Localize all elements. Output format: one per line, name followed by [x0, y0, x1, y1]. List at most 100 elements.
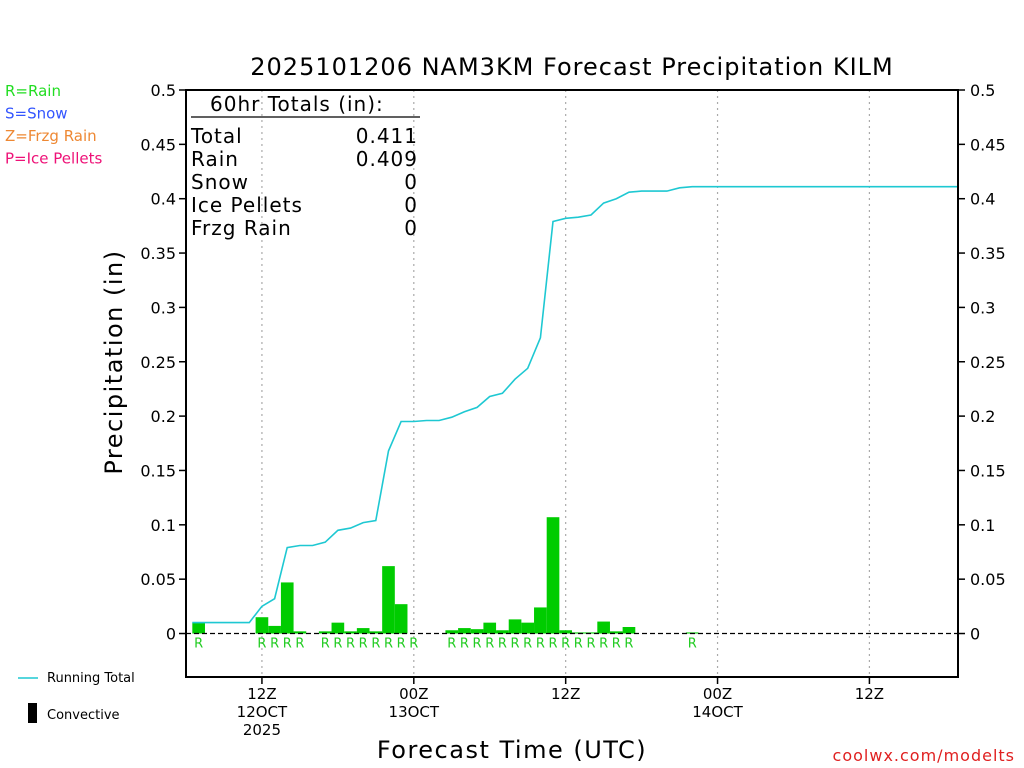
x-tick-label: 12Z: [551, 685, 580, 703]
convective-bar: [192, 622, 205, 634]
ptype-marker: R: [574, 637, 583, 652]
plot-frame: [185, 89, 959, 678]
convective-bar: [609, 631, 623, 634]
totals-row-value: 0: [404, 170, 418, 194]
totals-row-value: 0: [404, 193, 418, 217]
x-tick-label: 13OCT: [389, 703, 440, 721]
series-legend: Running Total Convective: [18, 671, 135, 723]
y-tick-label-left: 0.35: [140, 244, 176, 263]
ptype-marker: R: [359, 637, 368, 652]
convective-bar: [268, 625, 281, 634]
running-total-line: [192, 185, 958, 624]
ptype-marker: R: [473, 637, 482, 652]
convective-bar: [508, 619, 522, 634]
convective-bar: [382, 566, 395, 634]
credit-text: coolwx.com/modelts: [833, 746, 1015, 765]
ptype-marker: R: [498, 637, 507, 652]
convective-bar: [597, 621, 610, 634]
ptype-legend-item: S=Snow: [5, 105, 68, 123]
ptype-marker: R: [548, 637, 557, 652]
convective-bar: [280, 582, 294, 634]
ptype-marker: R: [688, 637, 697, 652]
totals-row-label: Total: [190, 124, 243, 148]
convective-bar: [546, 517, 560, 634]
axis-layer: 0.5 0.5 0.45 0.45 0.4 0.4 0.35 0.35 0.3 0.3 0.25 0.…: [140, 81, 1005, 739]
convective-bar: [445, 630, 459, 634]
y-tick-label-right: 0.2: [970, 407, 995, 426]
convective-bar: [483, 622, 497, 634]
ptype-marker: R: [384, 637, 393, 652]
ptype-marker: R: [523, 637, 532, 652]
y-tick-label-left: 0.4: [151, 190, 176, 209]
totals-table: 60hr Totals (in): Total 0.411 Rain 0.409 Sno…: [190, 92, 420, 240]
convective-bar: [496, 630, 509, 634]
y-tick-label-left: 0.05: [140, 570, 176, 589]
ptype-marker: R: [270, 637, 279, 652]
convective-bar: [318, 631, 332, 634]
y-tick-label-right: 0.25: [970, 353, 1006, 372]
convective-legend-label: Convective: [47, 708, 120, 723]
ptype-marker: R: [333, 637, 342, 652]
grid-layer: [261, 90, 871, 677]
y-tick-label-left: 0.25: [140, 353, 176, 372]
ptype-marker: R: [295, 637, 304, 652]
convective-bar: [356, 628, 370, 634]
convective-bar: [534, 607, 547, 634]
ptype-marker: R: [586, 637, 595, 652]
y-tick-label-right: 0.35: [970, 244, 1006, 263]
convective-legend-swatch: [28, 703, 37, 723]
ptype-marker: R: [460, 637, 469, 652]
convective-bar: [394, 604, 408, 634]
y-tick-label-left: 0.5: [151, 81, 176, 100]
convective-bar: [293, 631, 307, 634]
y-tick-label-right: 0.15: [970, 461, 1006, 480]
y-axis-label: Precipitation (in): [100, 249, 128, 474]
x-axis-label: Forecast Time (UTC): [377, 736, 647, 764]
x-tick-label: 12Z: [247, 685, 276, 703]
convective-bar: [470, 629, 484, 634]
convective-bar: [559, 630, 572, 634]
ptype-marker: R: [536, 637, 545, 652]
ptype-marker: R: [447, 637, 456, 652]
ptype-marker: R: [346, 637, 355, 652]
ptype-marker: R: [599, 637, 608, 652]
ptype-marker: R: [612, 637, 621, 652]
x-tick-label: 00Z: [399, 685, 428, 703]
y-tick-label-left: 0.2: [151, 407, 176, 426]
ptype-marker: R: [371, 637, 380, 652]
ptype-marker: R: [511, 637, 520, 652]
totals-row-label: Snow: [191, 170, 249, 194]
ptype-legend-item: Z=Frzg Rain: [5, 127, 97, 145]
running-total-legend-label: Running Total: [47, 671, 135, 686]
totals-row-value: 0.409: [356, 147, 418, 171]
y-tick-label-right: 0: [970, 625, 980, 644]
chart-title: 2025101206 NAM3KM Forecast Precipitation…: [250, 53, 893, 81]
ptype-marker: R: [194, 637, 203, 652]
ptype-legend-item: R=Rain: [5, 82, 61, 100]
ptype-marker: R: [485, 637, 494, 652]
ptype-marker: R: [283, 637, 292, 652]
x-tick-label: 00Z: [703, 685, 732, 703]
x-tick-label: 2025: [243, 721, 281, 739]
y-tick-label-right: 0.05: [970, 570, 1006, 589]
convective-bar: [255, 617, 269, 634]
y-tick-label-right: 0.45: [970, 135, 1006, 154]
convective-bar: [331, 622, 345, 634]
totals-row-value: 0: [404, 216, 418, 240]
convective-bar: [521, 622, 535, 634]
totals-row-label: Frzg Rain: [191, 216, 292, 240]
y-tick-label-left: 0.1: [151, 516, 176, 535]
running-total-layer: [192, 185, 958, 624]
totals-row-value: 0.411: [356, 124, 418, 148]
y-tick-label-right: 0.5: [970, 81, 995, 100]
totals-row-label: Rain: [191, 147, 239, 171]
ptype-marker: R: [409, 637, 418, 652]
totals-rows: Total 0.411 Rain 0.409 Snow 0 Ice Pellets 0 Frzg…: [190, 124, 418, 240]
ptype-marker: R: [624, 637, 633, 652]
totals-row-label: Ice Pellets: [191, 193, 303, 217]
convective-bar: [458, 628, 471, 634]
y-tick-label-left: 0.45: [140, 135, 176, 154]
y-tick-label-left: 0.3: [151, 298, 176, 317]
